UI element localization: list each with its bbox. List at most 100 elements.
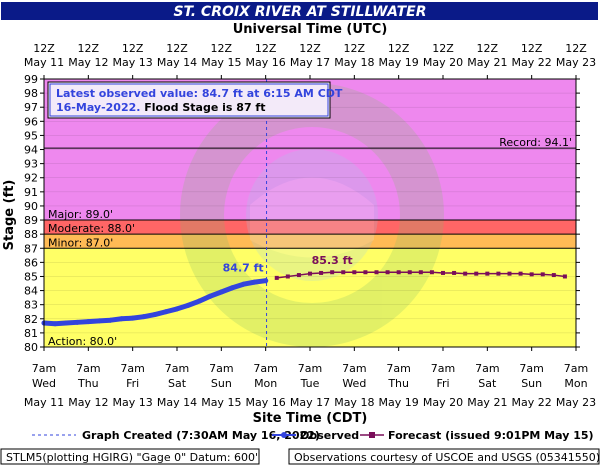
y-tick-label: 90 [24, 200, 38, 213]
observed-point [108, 317, 113, 323]
top-tick-label: May 22 [512, 56, 552, 69]
top-tick-label: May 18 [334, 56, 374, 69]
forecast-point [285, 274, 290, 279]
y-tick-label: 88 [24, 228, 38, 241]
top-axis-title: Universal Time (UTC) [233, 22, 388, 37]
bottom-tick-label: 7am [386, 362, 410, 375]
observed-point [63, 320, 69, 326]
forecast-point [396, 270, 401, 275]
stage-label: Minor: 87.0' [48, 236, 113, 249]
forecast-point [441, 270, 445, 275]
legend-observed-marker [281, 432, 287, 438]
bottom-tick-label: 7am [342, 362, 366, 375]
forecast-point [551, 273, 556, 278]
bottom-tick-label: May 18 [334, 396, 374, 409]
y-tick-label: 96 [24, 115, 38, 128]
forecast-point [341, 270, 346, 275]
observed-point [218, 289, 224, 295]
legend-created-label: Graph Created (7:30AM May 16, 2022) [82, 429, 320, 442]
grid-lines [44, 78, 576, 348]
top-tick-label: 12Z [344, 42, 366, 55]
zone-moderate [44, 220, 576, 235]
y-tick-label: 93 [24, 158, 38, 171]
y-tick-label: 94 [24, 144, 38, 157]
top-tick-label: 12Z [477, 42, 499, 55]
observed-point [163, 309, 169, 315]
observed-point [229, 285, 235, 291]
bottom-tick-label: 7am [564, 362, 588, 375]
chart-title: ST. CROIX RIVER AT STILLWATER [173, 4, 426, 20]
stage-label: Major: 89.0' [48, 208, 113, 221]
forecast-peak-label: 85.3 ft [312, 254, 353, 267]
y-tick-label: 86 [24, 256, 38, 269]
bottom-tick-label: 7am [32, 362, 56, 375]
y-tick-label: 83 [24, 299, 38, 312]
series-layer: 84.7 ft 85.3 ft [41, 254, 567, 327]
x-axis-title: Site Time (CDT) [253, 411, 368, 426]
bottom-tick-label: May 20 [423, 396, 463, 409]
bottom-tick-label: May 11 [24, 396, 64, 409]
top-tick-label: 12Z [33, 42, 55, 55]
top-tick-label: 12Z [166, 42, 188, 55]
forecast-point [274, 275, 279, 280]
forecast-point [529, 272, 534, 277]
y-tick-label: 82 [24, 313, 38, 326]
zone-minor [44, 234, 576, 249]
forecast-point [496, 271, 501, 276]
observed-point [207, 293, 213, 299]
svg-text:16-May-2022. Flood Stage is 87: 16-May-2022. Flood Stage is 87 ft [56, 101, 265, 114]
bottom-tick-label: 7am [298, 362, 322, 375]
top-tick-label: May 15 [201, 56, 241, 69]
bottom-axis-ticks: 7am Wed May 11 7am Thu May 12 7am Fri May 13 7am S… [24, 347, 596, 409]
forecast-point [374, 270, 379, 275]
bottom-tick-label: 7am [431, 362, 455, 375]
top-tick-label: 12Z [211, 42, 233, 55]
forecast-point [507, 271, 512, 276]
y-tick-label: 98 [24, 87, 38, 100]
bottom-tick-label: Tue [300, 377, 320, 390]
forecast-point [308, 271, 312, 276]
forecast-point [296, 273, 301, 278]
forecast-point [485, 271, 490, 276]
y-tick-label: 87 [24, 242, 38, 255]
y-tick-label: 81 [24, 327, 38, 340]
bottom-tick-label: 7am [253, 362, 277, 375]
top-tick-label: May 19 [379, 56, 419, 69]
top-tick-label: 12Z [255, 42, 277, 55]
observed-point [130, 315, 136, 321]
forecast-point [540, 272, 545, 277]
observed-point [252, 279, 258, 285]
forecast-point [330, 270, 335, 275]
top-tick-label: 12Z [78, 42, 100, 55]
latest-observed-box: Latest observed value: 84.7 ft at 6:15 A… [47, 81, 343, 119]
top-tick-label: May 16 [246, 56, 286, 69]
bottom-tick-label: 7am [76, 362, 100, 375]
legend-forecast-marker [369, 432, 375, 438]
y-tick-label: 80 [24, 341, 38, 354]
top-tick-label: May 17 [290, 56, 330, 69]
y-tick-label: 99 [24, 73, 38, 86]
latest-observed-date: 16-May-2022. [56, 101, 140, 114]
top-tick-label: May 14 [157, 56, 197, 69]
legend-observed-label: Observed [300, 429, 359, 442]
top-tick-label: May 13 [113, 56, 153, 69]
y-tick-label: 89 [24, 214, 38, 227]
bottom-tick-label: May 15 [201, 396, 241, 409]
bottom-tick-label: Wed [342, 377, 366, 390]
bottom-tick-label: Sat [478, 377, 497, 390]
stage-label: Record: 94.1' [499, 136, 572, 149]
top-tick-label: May 23 [556, 56, 596, 69]
bottom-tick-label: May 17 [290, 396, 330, 409]
bottom-tick-label: May 22 [512, 396, 552, 409]
stage-labels: Major: 89.0'Moderate: 88.0'Minor: 87.0' A… [48, 136, 572, 348]
bottom-tick-label: 7am [165, 362, 189, 375]
y-tick-label: 85 [24, 270, 38, 283]
top-tick-label: 12Z [299, 42, 321, 55]
flood-stage-note: Flood Stage is 87 ft [140, 101, 265, 114]
top-tick-label: 12Z [565, 42, 587, 55]
forecast-point [452, 270, 457, 275]
bottom-tick-label: May 13 [113, 396, 153, 409]
latest-observed-line1: Latest observed value: 84.7 ft at 6:15 A… [56, 87, 343, 100]
